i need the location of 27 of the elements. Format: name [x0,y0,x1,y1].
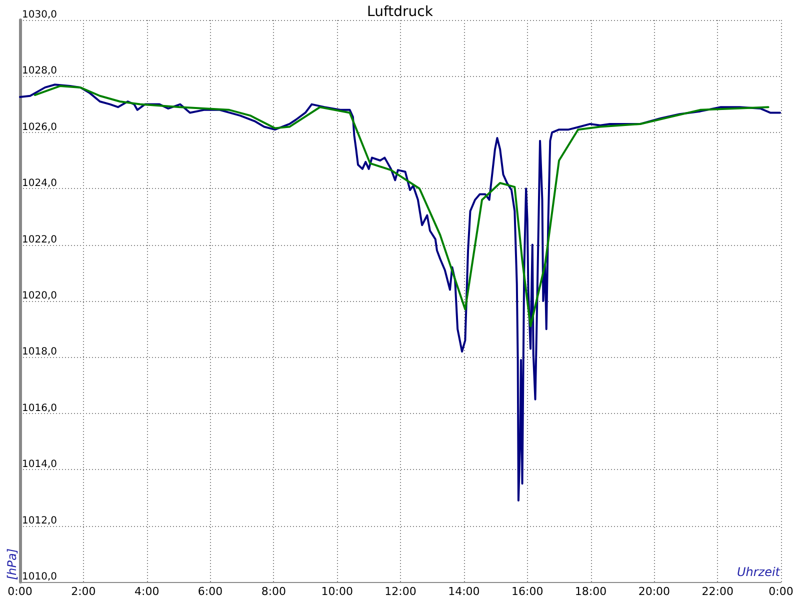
y-tick-label: 1022,0 [22,234,57,246]
y-tick-label: 1024,0 [22,178,57,190]
x-tick-label: 12:00 [384,585,416,598]
x-tick-label: 16:00 [511,585,544,598]
x-tick-label: 22:00 [702,585,734,598]
x-tick-label: 18:00 [574,585,607,598]
chart-title: Luftdruck [367,4,434,20]
x-axis-title: Uhrzeit [736,565,782,579]
y-tick-label: 1012,0 [22,515,57,526]
x-tick-label: 4:00 [134,585,160,598]
y-tick-label: 1028,0 [22,66,57,77]
x-tick-label: 0:00 [8,585,32,598]
y-tick-label: 1010,0 [22,572,57,582]
x-tick-label: 8:00 [261,585,286,598]
x-tick-label: 2:00 [71,585,96,598]
y-axis-title: [hPa] [5,548,19,580]
y-tick-label: 1014,0 [22,459,57,470]
x-tick-label: 20:00 [638,585,670,598]
y-tick-label: 1016,0 [22,402,57,414]
x-tick-label: 6:00 [198,585,223,598]
x-tick-label: 10:00 [321,585,353,598]
y-tick-label: 1030,0 [22,10,57,20]
y-tick-label: 1026,0 [22,122,57,133]
x-tick-label: 0:00 [768,585,794,598]
x-tick-label: 14:00 [448,585,480,598]
y-tick-label: 1018,0 [22,346,57,358]
y-tick-label: 1020,0 [22,290,57,302]
